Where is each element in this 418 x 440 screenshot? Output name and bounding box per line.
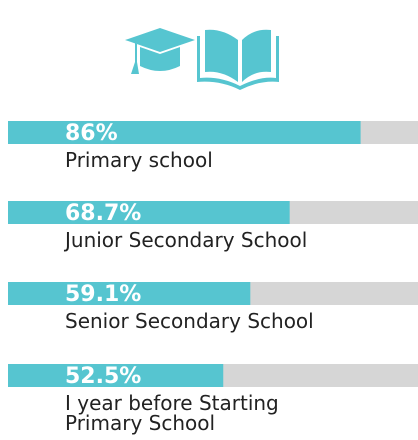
category-label: Junior Secondary School bbox=[63, 228, 307, 252]
cap-tassel bbox=[131, 43, 139, 74]
education-icon bbox=[125, 28, 279, 90]
cap-base bbox=[140, 47, 180, 71]
value-label: 68.7% bbox=[65, 201, 141, 226]
bar bbox=[8, 121, 361, 144]
category-label: I year before Starting Primary School bbox=[65, 391, 279, 435]
bar bbox=[8, 282, 251, 305]
cap-top bbox=[125, 28, 195, 52]
book-left bbox=[205, 29, 238, 82]
category-label: Senior Secondary School bbox=[65, 309, 314, 333]
value-label: 86% bbox=[65, 121, 118, 146]
value-label: 52.5% bbox=[65, 364, 141, 389]
book-right bbox=[242, 29, 271, 82]
value-label: 59.1% bbox=[65, 282, 141, 307]
bar bbox=[8, 201, 290, 224]
bar bbox=[8, 364, 224, 387]
category-label: Primary school bbox=[65, 148, 213, 172]
